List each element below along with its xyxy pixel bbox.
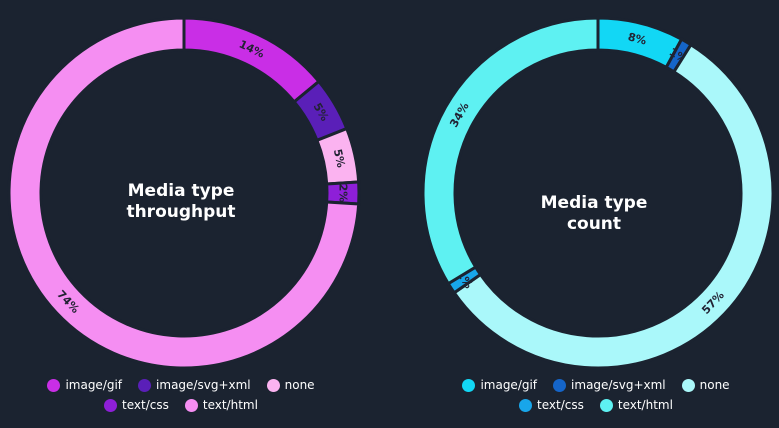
throughput-legend-item-text-css[interactable]: text/css xyxy=(104,398,169,412)
throughput-legend-swatch-image-gif xyxy=(47,378,61,392)
count-legend-label-image-gif: image/gif xyxy=(480,378,538,392)
throughput-chart-title-line-2: throughput xyxy=(126,202,236,222)
count-slice-none[interactable] xyxy=(452,42,775,370)
throughput-legend-item-text-html[interactable]: text/html xyxy=(184,398,258,412)
throughput-chart-title: Media type throughput xyxy=(101,181,261,223)
throughput-chart-legend: image/gif image/svg+xml none text/css text/h… xyxy=(16,378,346,412)
count-legend-swatch-none xyxy=(681,378,695,392)
count-legend-item-text-html[interactable]: text/html xyxy=(599,398,673,412)
count-chart-title: Media type count xyxy=(514,193,674,235)
count-legend-swatch-text-html xyxy=(599,398,613,412)
throughput-legend-swatch-none xyxy=(266,378,280,392)
throughput-chart-title-line-1: Media type xyxy=(127,181,235,201)
throughput-legend-item-image-gif[interactable]: image/gif xyxy=(47,378,122,392)
count-legend-label-text-html: text/html xyxy=(617,398,673,412)
count-legend-label-none: none xyxy=(699,378,730,392)
throughput-slice-text-html[interactable] xyxy=(7,16,361,370)
throughput-legend-swatch-text-html xyxy=(184,398,198,412)
throughput-legend-swatch-image-svg-xml xyxy=(138,378,152,392)
throughput-donut-chart: 14%5%5%2%74% xyxy=(7,16,361,370)
count-legend-item-none[interactable]: none xyxy=(681,378,730,392)
count-slice-text-html[interactable] xyxy=(421,16,600,286)
count-chart-title-line-1: Media type count xyxy=(540,193,648,234)
throughput-legend-label-image-svg-xml: image/svg+xml xyxy=(156,378,251,392)
count-legend-label-text-css: text/css xyxy=(537,398,584,412)
throughput-legend-label-text-html: text/html xyxy=(202,398,258,412)
count-chart-legend: image/gif image/svg+xml none text/css text/h… xyxy=(431,378,761,412)
count-donut-chart: 8%1%57%1%34% xyxy=(421,16,775,370)
throughput-data-label-text-css: 2% xyxy=(337,184,350,203)
count-legend-swatch-image-gif xyxy=(462,378,476,392)
count-legend-label-image-svg-xml: image/svg+xml xyxy=(571,378,666,392)
count-legend-item-image-svg-xml[interactable]: image/svg+xml xyxy=(553,378,666,392)
count-legend-item-text-css[interactable]: text/css xyxy=(519,398,584,412)
throughput-legend-label-none: none xyxy=(284,378,315,392)
count-legend-swatch-image-svg-xml xyxy=(553,378,567,392)
count-data-label-image-gif: 8% xyxy=(627,30,648,47)
throughput-legend-swatch-text-css xyxy=(104,398,118,412)
count-legend-item-image-gif[interactable]: image/gif xyxy=(462,378,537,392)
throughput-legend-item-none[interactable]: none xyxy=(266,378,315,392)
count-legend-swatch-text-css xyxy=(519,398,533,412)
throughput-legend-item-image-svg-xml[interactable]: image/svg+xml xyxy=(138,378,251,392)
throughput-legend-label-image-gif: image/gif xyxy=(65,378,123,392)
throughput-data-label-none: 5% xyxy=(331,148,348,169)
throughput-slice-image-gif[interactable] xyxy=(182,16,321,104)
throughput-legend-label-text-css: text/css xyxy=(122,398,169,412)
